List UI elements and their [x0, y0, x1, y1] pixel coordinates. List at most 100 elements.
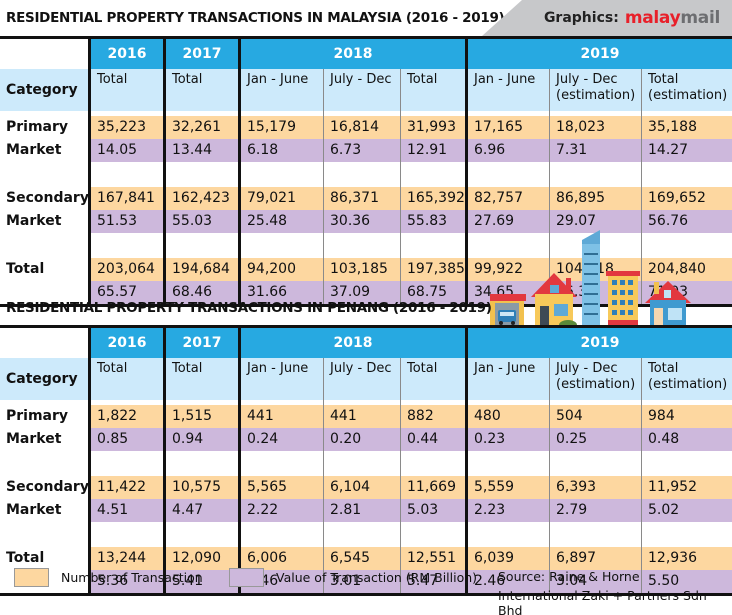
value-cell: 5.50 [641, 570, 732, 593]
garage-with-car-icon [490, 294, 526, 326]
gap-cell [465, 522, 549, 542]
value-cell: 2.23 [465, 499, 549, 522]
value-cell: 51.53 [88, 210, 163, 233]
gap-cell [400, 182, 465, 187]
transaction-cell: 6,393 [549, 476, 641, 499]
transaction-cell: 1,515 [163, 405, 238, 428]
value-cell: 0.24 [238, 428, 323, 451]
year-header-2018: 2018 [238, 39, 465, 69]
table-row-transactions: Secondary 167,841 162,423 79,021 86,371 165,3… [0, 187, 732, 210]
house-yellow-icon [531, 273, 577, 326]
column-header: Jan - June [238, 358, 323, 400]
table-row-value: Market 0.85 0.94 0.24 0.20 0.44 0.23 0.25 0.48 [0, 428, 732, 451]
gap-cell [641, 233, 732, 253]
transaction-cell: 16,814 [323, 116, 400, 139]
malaysia-table-title: RESIDENTIAL PROPERTY TRANSACTIONS IN MAL… [6, 10, 505, 26]
column-header: Total [88, 69, 163, 111]
gap-cell [323, 451, 400, 471]
column-header: Total (estimation) [641, 358, 732, 400]
gap-cell [465, 542, 549, 547]
year-header-2016: 2016 [88, 39, 163, 69]
gap-cell [238, 111, 323, 116]
transaction-cell: 12,090 [163, 547, 238, 570]
value-cell: 4.51 [88, 499, 163, 522]
row-label: Primary [0, 116, 88, 139]
value-cell: 6.73 [323, 139, 400, 162]
value-cell: 6.96 [465, 139, 549, 162]
table-row-transactions: Primary 1,822 1,515 441 441 882 480 504 984 [0, 405, 732, 428]
value-cell: 5.36 [88, 570, 163, 593]
year-header-blank [0, 328, 88, 358]
value-cell: 27.69 [465, 210, 549, 233]
legend: Number of Transaction Value of Transacti… [0, 566, 732, 615]
gap-cell [465, 253, 549, 258]
graphics-credit-banner: Graphics: malay mail [482, 0, 732, 36]
column-header: Total (estimation) [641, 69, 732, 111]
row-gap [0, 182, 732, 187]
value-cell: 31.66 [238, 281, 323, 304]
gap-cell [323, 542, 400, 547]
gap-cell [88, 522, 163, 542]
value-cell: 68.46 [163, 281, 238, 304]
transaction-cell: 194,684 [163, 258, 238, 281]
transaction-cell: 103,185 [323, 258, 400, 281]
gap-cell [323, 400, 400, 405]
transaction-cell: 11,669 [400, 476, 465, 499]
year-header-blank [0, 39, 88, 69]
transaction-cell: 86,895 [549, 187, 641, 210]
buildings-illustration [490, 230, 691, 326]
table-row-value: Market 14.05 13.44 6.18 6.73 12.91 6.96 7.31 14.… [0, 139, 732, 162]
transaction-cell: 984 [641, 405, 732, 428]
gap-cell [0, 253, 88, 258]
gap-cell [641, 182, 732, 187]
gap-cell [323, 182, 400, 187]
transaction-cell: 18,023 [549, 116, 641, 139]
gap-cell [400, 400, 465, 405]
value-cell: 37.09 [323, 281, 400, 304]
transaction-cell: 6,897 [549, 547, 641, 570]
value-cell: 68.75 [400, 281, 465, 304]
source-line-1: Source: Raine & Horne [498, 569, 640, 584]
gap-cell [400, 471, 465, 476]
row-gap [0, 471, 732, 476]
value-cell: 14.05 [88, 139, 163, 162]
gap-cell [88, 111, 163, 116]
column-header: Jan - June [465, 358, 549, 400]
transaction-cell: 480 [465, 405, 549, 428]
gap-cell [163, 253, 238, 258]
transaction-cell: 82,757 [465, 187, 549, 210]
transaction-cell: 6,006 [238, 547, 323, 570]
value-cell: 3.01 [323, 570, 400, 593]
gap-cell [641, 400, 732, 405]
row-label: Market [0, 139, 88, 162]
gap-cell [400, 111, 465, 116]
apartment-building-icon [606, 271, 640, 326]
value-cell: 0.25 [549, 428, 641, 451]
category-header: Category [0, 358, 88, 400]
row-gap [0, 451, 732, 471]
column-header: Total [88, 358, 163, 400]
transaction-cell: 31,993 [400, 116, 465, 139]
gap-cell [0, 471, 88, 476]
gap-cell [641, 471, 732, 476]
gap-cell [88, 253, 163, 258]
value-cell: 2.22 [238, 499, 323, 522]
value-cell: 2.81 [323, 499, 400, 522]
transaction-cell: 441 [323, 405, 400, 428]
value-cell: 56.76 [641, 210, 732, 233]
transaction-cell: 35,223 [88, 116, 163, 139]
value-cell: 3.04 [549, 570, 641, 593]
value-cell: 30.36 [323, 210, 400, 233]
row-label: Market [0, 499, 88, 522]
gap-cell [549, 542, 641, 547]
gap-cell [0, 111, 88, 116]
gap-cell [549, 111, 641, 116]
gap-cell [0, 522, 88, 542]
value-cell: 2.79 [549, 499, 641, 522]
row-label: Market [0, 210, 88, 233]
row-label: Market [0, 428, 88, 451]
row-label [0, 281, 88, 304]
gap-cell [323, 471, 400, 476]
gap-cell [549, 471, 641, 476]
column-header: July - Dec [323, 69, 400, 111]
